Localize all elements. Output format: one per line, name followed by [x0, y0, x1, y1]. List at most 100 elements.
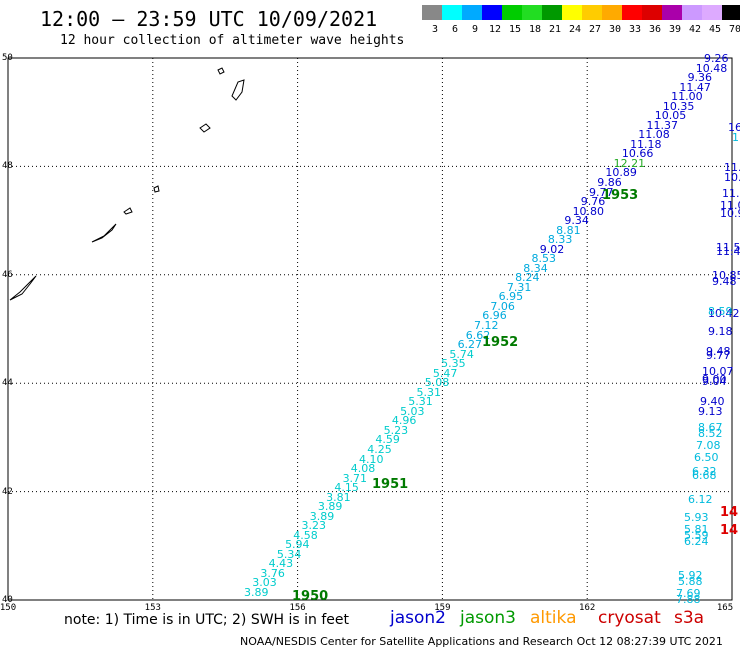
- island-outline: [9, 275, 37, 301]
- wave-height-label: 10.66: [621, 147, 654, 161]
- legend-label: 6: [451, 24, 459, 35]
- wave-height-label: 11.37: [646, 118, 679, 132]
- wave-height-label: 3.89: [309, 509, 335, 523]
- wave-height-label: 10.07: [702, 365, 734, 378]
- wave-height-label: 5.03: [400, 404, 425, 418]
- page-subtitle: 12 hour collection of altimeter wave hei…: [60, 33, 405, 48]
- wave-height-label: 6.95: [498, 290, 524, 304]
- wave-height-label: 14: [720, 505, 739, 520]
- wave-height-label: 5.93: [684, 511, 709, 524]
- wave-height-label: 5.23: [383, 423, 409, 437]
- wave-height-label: 9.02: [539, 242, 565, 256]
- wave-height-label: 5.81: [684, 523, 709, 536]
- wave-height-label: 14: [720, 523, 739, 538]
- lat-label: 42: [2, 486, 13, 497]
- legend-label: 70: [728, 24, 740, 35]
- legend-label: 27: [588, 24, 602, 35]
- wave-height-label: 10.80: [572, 204, 605, 218]
- wave-height-label: 6.96: [482, 309, 507, 323]
- wave-height-label: 5.94: [285, 538, 310, 552]
- wave-height-label: 6.27: [457, 338, 483, 352]
- wave-height-label: 11.47: [716, 245, 740, 258]
- wave-height-label: 11.00: [671, 90, 703, 104]
- wave-height-label: 11.1: [724, 161, 740, 174]
- page-title: 12:00 – 23:59 UTC 10/09/2021: [40, 7, 378, 31]
- legend-label: 15: [508, 24, 522, 35]
- legend-label: 33: [628, 24, 642, 35]
- wave-height-label: 4.96: [391, 414, 417, 428]
- wave-height-label: 11.0: [720, 199, 740, 212]
- wave-height-label: 8.33: [547, 233, 573, 247]
- wave-height-label: 9.13: [698, 405, 723, 418]
- wave-height-label: 10.42: [708, 307, 740, 320]
- wave-height-label: 4.58: [293, 528, 318, 542]
- wave-height-label: 10.48: [695, 61, 728, 75]
- wave-height-label: 16: [728, 121, 740, 134]
- lat-label: 50: [2, 53, 13, 63]
- wave-height-label: 8.24: [515, 271, 540, 285]
- wave-height-label: 9.00: [702, 373, 727, 386]
- wave-height-label: 8.59: [708, 305, 733, 318]
- wave-height-label: 10.05: [654, 109, 687, 123]
- wave-height-label: 11.18: [630, 137, 662, 151]
- wave-height-label: 8.81: [556, 223, 581, 237]
- wave-height-label: 12.21: [613, 156, 646, 170]
- wave-height-label: 9.40: [700, 395, 725, 408]
- wave-height-label: 3.76: [260, 566, 285, 580]
- wave-height-label: 9.76: [580, 195, 606, 209]
- wave-height-label: 3.71: [342, 471, 368, 485]
- wave-height-label: 9.36: [687, 71, 713, 85]
- wave-height-label: 5.35: [441, 357, 466, 371]
- wave-height-label: 3.23: [301, 519, 327, 533]
- wave-height-label: 10.35: [662, 99, 695, 113]
- wave-height-label: 7.88: [676, 593, 701, 606]
- lat-label: 46: [2, 269, 13, 280]
- lon-label: 156: [289, 603, 306, 613]
- wave-height-label: 9.77: [589, 185, 614, 199]
- island-outline: [153, 185, 160, 193]
- wave-height-label: 11.08: [638, 128, 670, 142]
- wave-height-label: 10.9: [720, 207, 740, 220]
- legend-label: 9: [471, 24, 479, 35]
- wave-height-label: 6.32: [692, 465, 717, 478]
- wave-height-label: 6.50: [694, 451, 719, 464]
- wave-height-label: 5.47: [432, 366, 458, 380]
- satellite-name: altika: [530, 608, 577, 628]
- wave-height-label: 7.69: [676, 587, 701, 600]
- wave-height-label: 5.74: [449, 347, 474, 361]
- legend-label: 30: [608, 24, 622, 35]
- time-label: 1950: [292, 589, 329, 604]
- wave-height-label: 9.34: [564, 214, 589, 228]
- island-outline: [199, 123, 211, 133]
- wave-height-label: 6.62: [465, 328, 491, 342]
- wave-height-label: 9.48: [712, 275, 737, 288]
- wave-height-label: 7.31: [506, 280, 532, 294]
- wave-height-label: 9.26: [704, 52, 729, 65]
- wave-height-label: 9.48: [706, 345, 731, 358]
- wave-height-label: 5.34: [276, 547, 302, 561]
- satellite-name: s3a: [674, 608, 705, 628]
- wave-height-label: 11.47: [679, 80, 711, 94]
- wave-height-label: 3.03: [252, 576, 277, 590]
- time-label: 1951: [372, 477, 409, 492]
- satellite-name: cryosat: [598, 608, 661, 628]
- time-label: 1953: [602, 188, 639, 203]
- wave-height-label: 7.12: [474, 319, 499, 332]
- legend-label: 45: [708, 24, 722, 35]
- legend-label: 42: [688, 24, 702, 35]
- time-label: 1952: [482, 335, 519, 350]
- legend-label: 36: [648, 24, 662, 35]
- wave-height-label: 5.88: [678, 575, 703, 588]
- wave-height-label: 6.68: [692, 469, 717, 482]
- wave-height-label: 4.08: [350, 462, 376, 476]
- wave-height-label: 11.1: [722, 187, 740, 200]
- legend-label: 18: [528, 24, 542, 35]
- lat-label: 48: [2, 161, 13, 172]
- lon-label: 153: [144, 603, 161, 613]
- lon-label: 150: [0, 603, 17, 613]
- wave-height-label: 10.89: [605, 166, 637, 180]
- legend-label: 39: [668, 24, 682, 35]
- wave-height-label: 4.59: [375, 433, 400, 447]
